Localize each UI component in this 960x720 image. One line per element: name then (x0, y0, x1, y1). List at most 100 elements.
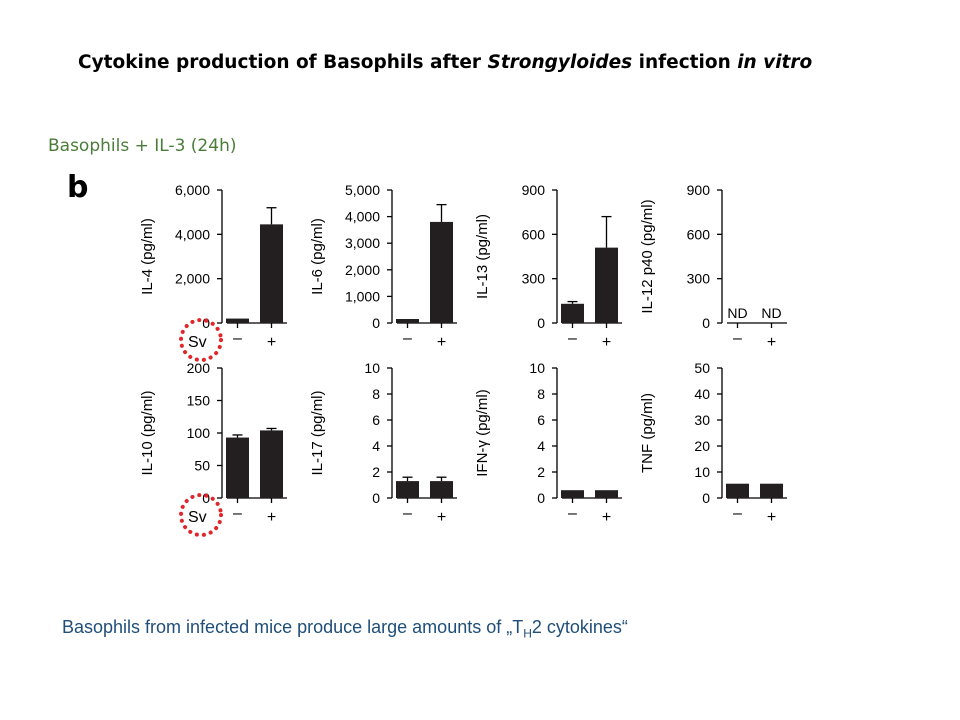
caption-part-1: Basophils from infected mice produce lar… (62, 617, 524, 637)
chart-panel-3: 0 300 600 900 IL-13 (pg/ml) – + (474, 182, 622, 351)
y-tick-label: 0 (702, 315, 710, 331)
y-tick-label: 4,000 (175, 226, 210, 242)
bar-plus (260, 224, 283, 323)
x-category-label-minus: – (403, 330, 412, 347)
x-category-label-plus: + (267, 509, 276, 526)
panel-letter: b (67, 170, 89, 205)
y-axis-label: IL-12 p40 (pg/ml) (639, 199, 656, 313)
caption-subscript: H (523, 626, 532, 641)
bar-plus (595, 247, 618, 323)
y-tick-label: 30 (694, 412, 710, 428)
x-category-label-minus: – (233, 505, 242, 522)
bar-minus (561, 490, 584, 498)
chart-panel-7: 0 2 4 6 8 10 IFN-γ (pg/ml) – + (474, 360, 622, 526)
bar-minus (226, 437, 249, 498)
highlight-circle (179, 493, 223, 537)
bar-minus (226, 318, 249, 323)
chart-panel-6: 0 2 4 6 8 10 IL-17 (pg/ml) – + (309, 360, 457, 526)
y-axis-label: IL-10 (pg/ml) (139, 390, 156, 475)
chart-panel-8: 0 10 20 30 40 50 TNF (pg/ml) – + (639, 360, 787, 526)
bar-plus (260, 430, 283, 498)
highlight-circle (179, 318, 223, 362)
y-tick-label: 2,000 (345, 262, 380, 278)
x-category-label-plus: + (767, 509, 776, 526)
x-category-label-minus: – (403, 505, 412, 522)
group-axis-label: Sv (188, 334, 207, 351)
y-tick-label: 900 (687, 182, 711, 198)
y-tick-label: 900 (522, 182, 546, 198)
y-tick-label: 600 (687, 226, 711, 242)
y-axis-label: IL-6 (pg/ml) (309, 218, 326, 295)
chart-panel-4: 0 300 600 900 IL-12 p40 (pg/ml) ND ND – + (639, 182, 787, 351)
y-axis-label: TNF (pg/ml) (639, 393, 656, 473)
chart-panel-2: 0 1,000 2,000 3,000 4,000 5,000 IL-6 (pg/ml) – + (309, 182, 457, 351)
x-category-label-minus: – (733, 505, 742, 522)
x-category-label-minus: – (233, 330, 242, 347)
y-axis-label: IL-4 (pg/ml) (139, 218, 156, 295)
x-category-label-plus: + (267, 334, 276, 351)
bar-minus (396, 319, 419, 323)
y-tick-label: 0 (372, 490, 380, 506)
bar-minus (561, 303, 584, 323)
y-tick-label: 150 (187, 393, 211, 409)
x-category-label-plus: + (767, 334, 776, 351)
y-tick-label: 40 (694, 386, 710, 402)
x-category-label-plus: + (602, 334, 611, 351)
group-axis-label: Sv (188, 509, 207, 526)
slide-title: Cytokine production of Basophils after S… (78, 52, 878, 73)
y-tick-label: 50 (694, 360, 710, 376)
y-tick-label: 2 (537, 464, 545, 480)
x-category-label-minus: – (568, 505, 577, 522)
y-tick-label: 6 (372, 412, 380, 428)
chart-panel-5: 0 50 100 150 200 IL-10 (pg/ml) – + Sv (139, 360, 287, 537)
y-tick-label: 10 (694, 464, 710, 480)
bar-plus (430, 481, 453, 498)
title-part-2: infection (632, 52, 738, 73)
y-tick-label: 300 (687, 271, 711, 287)
caption-part-2: 2 cytokines“ (531, 617, 628, 637)
y-axis-label: IL-17 (pg/ml) (309, 390, 326, 475)
y-tick-label: 100 (187, 425, 211, 441)
nd-label: ND (761, 305, 781, 321)
y-tick-label: 2,000 (175, 271, 210, 287)
x-category-label-plus: + (437, 334, 446, 351)
x-category-label-plus: + (602, 509, 611, 526)
title-italic-in-vitro: in vitro (737, 52, 813, 73)
y-tick-label: 8 (372, 386, 380, 402)
y-tick-label: 6,000 (175, 182, 210, 198)
y-tick-label: 6 (537, 412, 545, 428)
y-tick-label: 10 (364, 360, 380, 376)
y-tick-label: 8 (537, 386, 545, 402)
y-tick-label: 20 (694, 438, 710, 454)
y-tick-label: 2 (372, 464, 380, 480)
title-part-1: Cytokine production of Basophils after (78, 52, 488, 73)
y-tick-label: 0 (202, 315, 210, 331)
x-category-label-plus: + (437, 509, 446, 526)
y-axis-label: IL-13 (pg/ml) (474, 214, 491, 299)
slide-subtitle: Basophils + IL-3 (24h) (48, 136, 237, 156)
y-tick-label: 10 (529, 360, 545, 376)
slide-caption: Basophils from infected mice produce lar… (62, 617, 628, 641)
y-tick-label: 300 (522, 271, 546, 287)
y-tick-label: 0 (537, 490, 545, 506)
bar-plus (595, 490, 618, 498)
y-tick-label: 4 (372, 438, 380, 454)
y-tick-label: 4 (537, 438, 545, 454)
y-tick-label: 0 (372, 315, 380, 331)
y-tick-label: 5,000 (345, 182, 380, 198)
chart-panel-1: 0 2,000 4,000 6,000 IL-4 (pg/ml) – + Sv (139, 182, 287, 362)
x-category-label-minus: – (733, 330, 742, 347)
y-tick-label: 1,000 (345, 288, 380, 304)
x-category-label-minus: – (568, 330, 577, 347)
y-tick-label: 4,000 (345, 209, 380, 225)
bar-minus (726, 483, 749, 498)
y-tick-label: 0 (202, 490, 210, 506)
y-axis-label: IFN-γ (pg/ml) (474, 389, 491, 477)
nd-label: ND (727, 305, 747, 321)
y-tick-label: 0 (702, 490, 710, 506)
y-tick-label: 600 (522, 226, 546, 242)
y-tick-label: 50 (194, 458, 210, 474)
y-tick-label: 3,000 (345, 235, 380, 251)
bar-plus (760, 483, 783, 498)
